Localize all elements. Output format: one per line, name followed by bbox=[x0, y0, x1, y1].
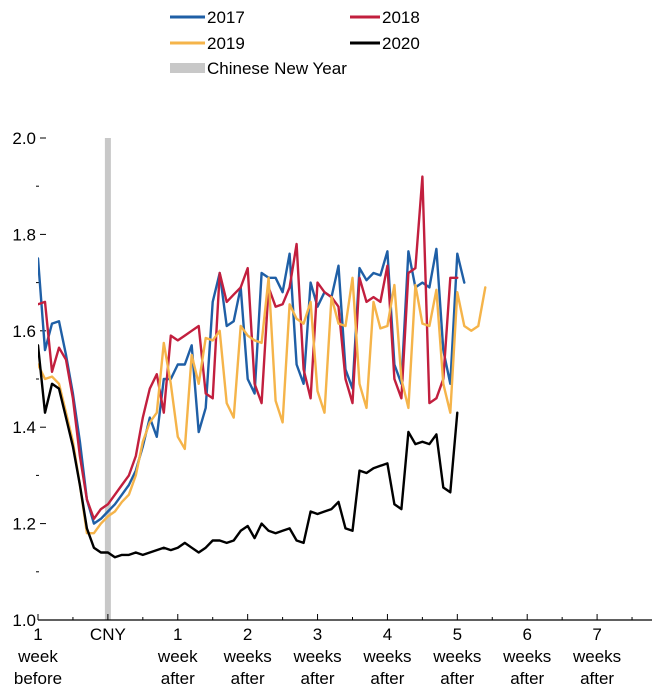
y-tick-label: 1.4 bbox=[12, 418, 36, 437]
x-tick-label-line: after bbox=[580, 669, 614, 688]
series-layer bbox=[38, 175, 487, 559]
x-tick-label: 2 weeks after bbox=[223, 625, 272, 688]
x-tick-label-line: 1 bbox=[173, 625, 182, 644]
x-tick-label-line: weeks bbox=[432, 647, 481, 666]
x-tick-label: 5 weeks after bbox=[432, 625, 481, 688]
x-tick-label: 7 weeks after bbox=[572, 625, 621, 688]
series-line-2019 bbox=[38, 276, 487, 535]
y-tick-label: 1.0 bbox=[12, 611, 36, 630]
x-tick-label-line: weeks bbox=[502, 647, 551, 666]
x-tick-label-line: after bbox=[301, 669, 335, 688]
chart-legend: 2017 2018 2019 2020 Chinese New Year bbox=[170, 8, 420, 78]
x-tick-label: 1 week before bbox=[14, 625, 62, 688]
x-tick-label-line: 7 bbox=[592, 625, 601, 644]
legend-label-2019: 2019 bbox=[207, 34, 245, 53]
legend-label-2017: 2017 bbox=[207, 8, 245, 27]
series-line-2017 bbox=[38, 247, 466, 525]
y-tick-label: 1.6 bbox=[12, 322, 36, 341]
x-tick-label-line: before bbox=[14, 669, 62, 688]
y-tick-label: 2.0 bbox=[12, 129, 36, 148]
x-tick-label-line: 5 bbox=[453, 625, 462, 644]
legend-label-2018: 2018 bbox=[382, 8, 420, 27]
x-tick-label: 1 week after bbox=[157, 625, 198, 688]
chart-axes: 1.0 1.2 1.4 1.6 1.8 2.0 1 week before CNY 1 week aft… bbox=[12, 129, 652, 688]
x-tick-label-line: after bbox=[510, 669, 544, 688]
x-tick-label-line: after bbox=[440, 669, 474, 688]
series-line-2018 bbox=[38, 175, 459, 520]
series-line-2020 bbox=[38, 344, 459, 559]
x-tick-label: CNY bbox=[90, 625, 126, 644]
x-tick-label: 4 weeks after bbox=[362, 625, 411, 688]
x-tick-label-line: CNY bbox=[90, 625, 126, 644]
y-tick-label: 1.8 bbox=[12, 225, 36, 244]
legend-label-2020: 2020 bbox=[382, 34, 420, 53]
x-tick-label: 6 weeks after bbox=[502, 625, 551, 688]
x-tick-label-line: weeks bbox=[292, 647, 341, 666]
legend-swatch-cny bbox=[170, 63, 205, 73]
x-tick-label-line: weeks bbox=[362, 647, 411, 666]
x-tick-label-line: 6 bbox=[522, 625, 531, 644]
x-tick-label-line: 2 bbox=[243, 625, 252, 644]
y-tick-label: 1.2 bbox=[12, 515, 36, 534]
x-tick-label: 3 weeks after bbox=[292, 625, 341, 688]
cny-band bbox=[104, 138, 111, 620]
x-tick-label-line: after bbox=[231, 669, 265, 688]
cny-marker-layer bbox=[104, 138, 111, 620]
x-tick-label-line: 4 bbox=[383, 625, 392, 644]
legend-label-cny: Chinese New Year bbox=[207, 59, 347, 78]
x-tick-label-line: after bbox=[161, 669, 195, 688]
x-tick-label-line: week bbox=[157, 647, 198, 666]
x-tick-label-line: 1 bbox=[33, 625, 42, 644]
x-tick-label-line: after bbox=[370, 669, 404, 688]
x-tick-label-line: week bbox=[17, 647, 58, 666]
x-tick-label-line: 3 bbox=[313, 625, 322, 644]
x-tick-label-line: weeks bbox=[572, 647, 621, 666]
x-tick-label-line: weeks bbox=[223, 647, 272, 666]
